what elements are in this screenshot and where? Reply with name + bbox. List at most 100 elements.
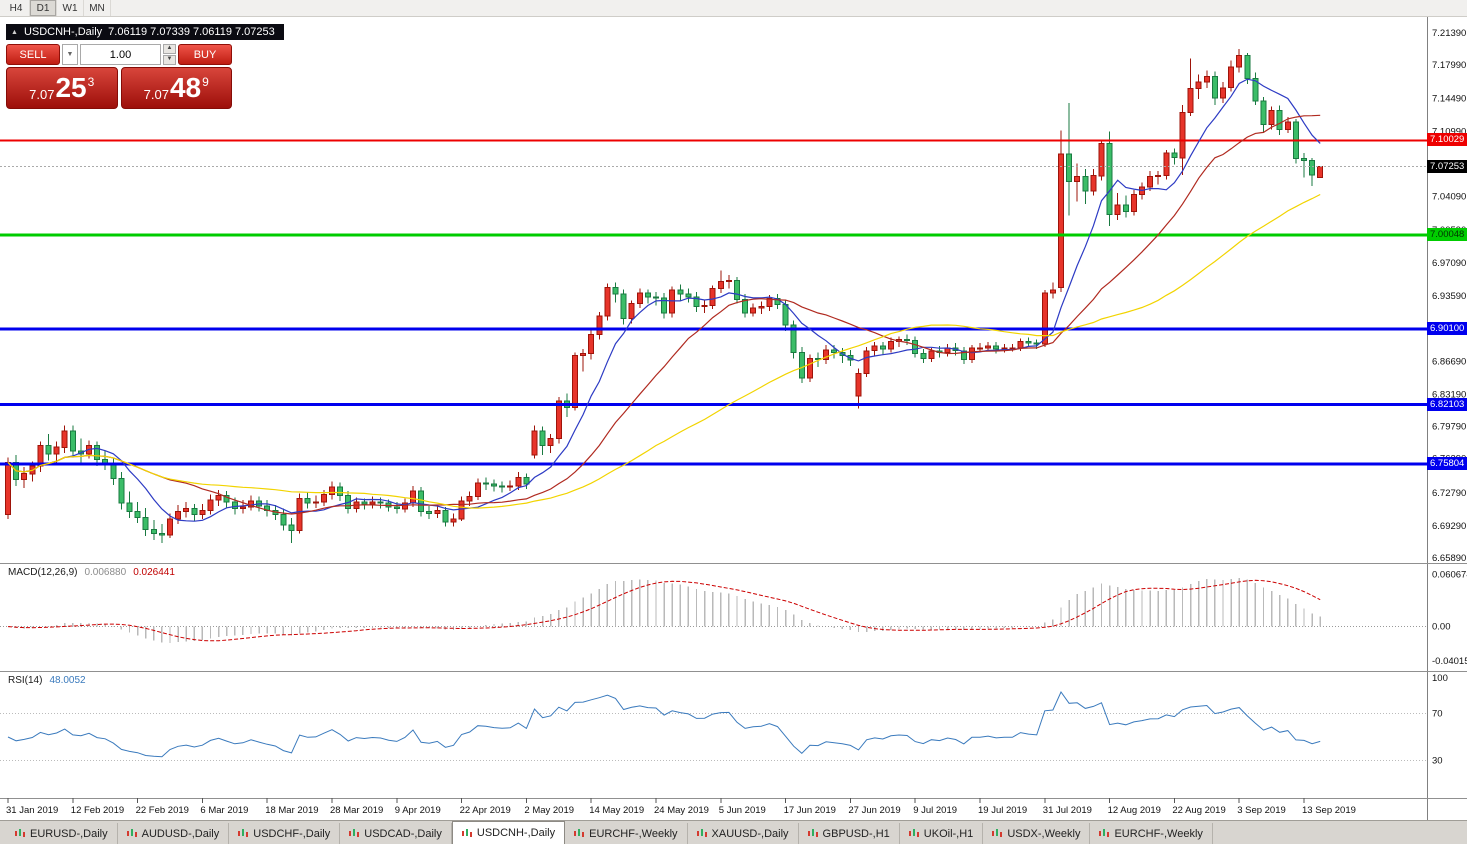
- svg-text:12 Feb 2019: 12 Feb 2019: [71, 805, 124, 816]
- sell-button[interactable]: SELL: [6, 44, 60, 65]
- svg-text:6 Mar 2019: 6 Mar 2019: [200, 805, 248, 816]
- tab-label: USDCNH-,Daily: [476, 827, 556, 839]
- svg-text:27 Jun 2019: 27 Jun 2019: [848, 805, 900, 816]
- tab-label: UKOil-,H1: [923, 827, 974, 840]
- sell-price-big: 25: [55, 72, 87, 103]
- svg-text:7.21390: 7.21390: [1432, 28, 1466, 39]
- tab-label: GBPUSD-,H1: [822, 827, 890, 840]
- svg-text:22 Apr 2019: 22 Apr 2019: [460, 805, 511, 816]
- timeframe-button-h4[interactable]: H4: [3, 0, 30, 16]
- ma-line-20: [7, 114, 1321, 515]
- price-chart-canvas[interactable]: 7.213907.179907.144907.109907.074907.040…: [0, 17, 1467, 820]
- volume-input[interactable]: [80, 44, 161, 65]
- chart-tab-eurchf-weekly[interactable]: EURCHF-,Weekly: [1090, 823, 1213, 844]
- svg-text:6.93590: 6.93590: [1432, 291, 1466, 302]
- svg-text:6.79790: 6.79790: [1432, 422, 1466, 433]
- svg-text:22 Feb 2019: 22 Feb 2019: [136, 805, 189, 816]
- rsi-name: RSI(14): [8, 675, 43, 686]
- svg-text:3 Sep 2019: 3 Sep 2019: [1237, 805, 1286, 816]
- chart-icon: [908, 829, 919, 837]
- chart-tab-usdx-weekly[interactable]: USDX-,Weekly: [983, 823, 1091, 844]
- svg-text:31 Jan 2019: 31 Jan 2019: [6, 805, 58, 816]
- buy-price-panel[interactable]: 7.07 48 9: [120, 67, 232, 109]
- svg-text:7.10990: 7.10990: [1432, 126, 1466, 137]
- chart-tab-eurusd-daily[interactable]: EURUSD-,Daily: [6, 823, 118, 844]
- svg-text:5 Jun 2019: 5 Jun 2019: [719, 805, 766, 816]
- macd-signal-value: 0.026441: [133, 567, 175, 578]
- ma-line-45: [7, 193, 1321, 509]
- chart-icon: [807, 829, 818, 837]
- svg-text:6.69290: 6.69290: [1432, 521, 1466, 532]
- svg-text:19 Jul 2019: 19 Jul 2019: [978, 805, 1027, 816]
- chart-icon: [574, 829, 585, 837]
- buy-price-big: 48: [169, 72, 202, 103]
- timeframe-button-mn[interactable]: MN: [84, 0, 111, 16]
- rsi-value: 48.0052: [49, 675, 86, 686]
- macd-main-value: 0.006880: [84, 567, 127, 578]
- svg-text:31 Jul 2019: 31 Jul 2019: [1043, 805, 1092, 816]
- macd-indicator-label: MACD(12,26,9) 0.006880 0.026441: [8, 567, 175, 578]
- collapse-icon[interactable]: ▲: [11, 28, 18, 36]
- svg-text:28 Mar 2019: 28 Mar 2019: [330, 805, 383, 816]
- svg-text:12 Aug 2019: 12 Aug 2019: [1108, 805, 1161, 816]
- chart-tab-usdcnh-daily[interactable]: USDCNH-,Daily: [451, 821, 566, 844]
- volume-down-icon[interactable]: ▼: [163, 55, 176, 65]
- timeframe-button-w1[interactable]: W1: [57, 0, 84, 16]
- volume-up-icon[interactable]: ▲: [163, 44, 176, 54]
- svg-text:18 Mar 2019: 18 Mar 2019: [265, 805, 318, 816]
- chart-icon: [1099, 829, 1110, 837]
- rsi-pane-splitter[interactable]: [0, 670, 1467, 674]
- ma-line-8: [7, 78, 1321, 522]
- svg-text:22 Aug 2019: 22 Aug 2019: [1172, 805, 1225, 816]
- chart-icon: [126, 829, 137, 837]
- svg-text:7.17990: 7.17990: [1432, 60, 1466, 71]
- chart-ohlc-values: 7.06119 7.07339 7.06119 7.07253: [108, 26, 275, 38]
- chart-icon: [15, 829, 25, 837]
- chart-icon: [696, 829, 707, 837]
- sell-price-panel[interactable]: 7.07 25 3: [6, 67, 118, 109]
- svg-text:6.72790: 6.72790: [1432, 488, 1466, 499]
- tab-label: EURCHF-,Weekly: [589, 827, 678, 840]
- timeframe-button-d1[interactable]: D1: [30, 0, 57, 16]
- svg-text:6.65890: 6.65890: [1432, 553, 1466, 564]
- chart-icon: [349, 829, 360, 837]
- chart-tabbar: EURUSD-,Daily AUDUSD-,Daily USDCHF-,Daily U…: [0, 820, 1467, 844]
- svg-text:9 Jul 2019: 9 Jul 2019: [913, 805, 957, 816]
- chart-tab-eurchf-weekly[interactable]: EURCHF-,Weekly: [565, 823, 688, 844]
- svg-text:30: 30: [1432, 756, 1443, 767]
- svg-text:100: 100: [1432, 673, 1448, 684]
- svg-text:6.83190: 6.83190: [1432, 389, 1466, 400]
- chart-tab-gbpusd-h1[interactable]: GBPUSD-,H1: [799, 823, 900, 844]
- current-price-tag: 7.07253: [1427, 160, 1467, 173]
- chart-icon: [238, 829, 249, 837]
- chart-tab-audusd-daily[interactable]: AUDUSD-,Daily: [118, 823, 230, 844]
- chart-icon: [461, 828, 472, 837]
- svg-text:14 May 2019: 14 May 2019: [589, 805, 644, 816]
- one-click-trading-panel: SELL ▼ ▲ ▼ BUY 7.07 25 3 7.07 48 9: [6, 44, 232, 109]
- chart-tab-ukoil-h1[interactable]: UKOil-,H1: [900, 823, 984, 844]
- svg-text:17 Jun 2019: 17 Jun 2019: [784, 805, 836, 816]
- sell-price-sup: 3: [87, 75, 95, 89]
- volume-spinner[interactable]: ▲ ▼: [163, 44, 176, 65]
- level-price-tag: 6.75804: [1427, 457, 1467, 470]
- sell-price-prefix: 7.07: [29, 86, 55, 102]
- svg-text:24 May 2019: 24 May 2019: [654, 805, 709, 816]
- tab-label: EURUSD-,Daily: [30, 827, 108, 840]
- svg-text:2 May 2019: 2 May 2019: [524, 805, 574, 816]
- tab-label: USDCAD-,Daily: [364, 827, 442, 840]
- level-price-tag: 6.90100: [1427, 322, 1467, 335]
- chart-tab-usdchf-daily[interactable]: USDCHF-,Daily: [229, 823, 341, 844]
- chart-tab-usdcad-daily[interactable]: USDCAD-,Daily: [340, 823, 452, 844]
- curve-layers: [7, 78, 1321, 758]
- buy-price-prefix: 7.07: [143, 86, 169, 102]
- buy-button[interactable]: BUY: [178, 44, 232, 65]
- chart-tab-xauusd-daily[interactable]: XAUUSD-,Daily: [688, 823, 799, 844]
- chart-title-bar: ▲ USDCNH-,Daily 7.06119 7.07339 7.06119 …: [6, 24, 284, 40]
- chart-area[interactable]: 7.213907.179907.144907.109907.074907.040…: [0, 17, 1467, 820]
- svg-text:6.97090: 6.97090: [1432, 258, 1466, 269]
- volume-dropdown-icon[interactable]: ▼: [62, 44, 78, 65]
- macd-pane-splitter[interactable]: [0, 562, 1467, 566]
- svg-text:9 Apr 2019: 9 Apr 2019: [395, 805, 441, 816]
- tab-label: USDCHF-,Daily: [253, 827, 331, 840]
